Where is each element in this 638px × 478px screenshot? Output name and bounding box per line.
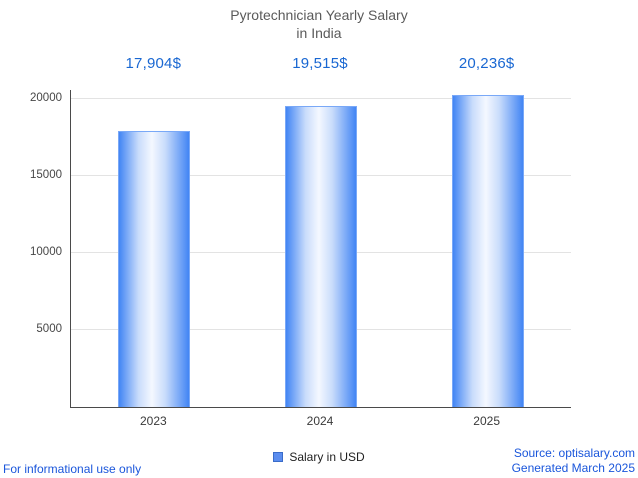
y-axis-tick-label: 20000 [30,92,62,104]
x-axis-label: 2025 [473,414,500,428]
generated-date: Generated March 2025 [511,461,635,475]
bar-value-label: 19,515$ [292,55,348,72]
legend-label: Salary in USD [289,450,365,464]
chart-title: Pyrotechnician Yearly Salary in India [0,6,638,42]
legend-color-swatch-icon [273,452,284,462]
disclaimer-text: For informational use only [3,462,142,476]
bar-value-label: 17,904$ [125,55,182,72]
chart-title-line1: Pyrotechnician Yearly Salary [230,7,408,23]
footer-attribution: Source: optisalary.com Generated March 2… [512,446,635,476]
y-axis-tick-label: 5000 [36,323,62,335]
y-axis-tick-label: 10000 [30,246,62,258]
bar-2025 [451,95,524,407]
gridline [71,98,571,99]
x-axis-label: 2023 [139,414,167,428]
bar-2023 [118,131,191,407]
bar-value-label: 20,236$ [458,55,515,72]
bar-2024 [285,106,357,407]
legend: Salary in USD [0,450,638,464]
chart-title-line2: in India [296,25,342,41]
source-link[interactable]: Source: optisalary.com [513,446,635,460]
y-axis-tick-label: 15000 [30,169,62,181]
x-axis-label: 2024 [306,414,334,428]
plot-area [70,90,571,408]
